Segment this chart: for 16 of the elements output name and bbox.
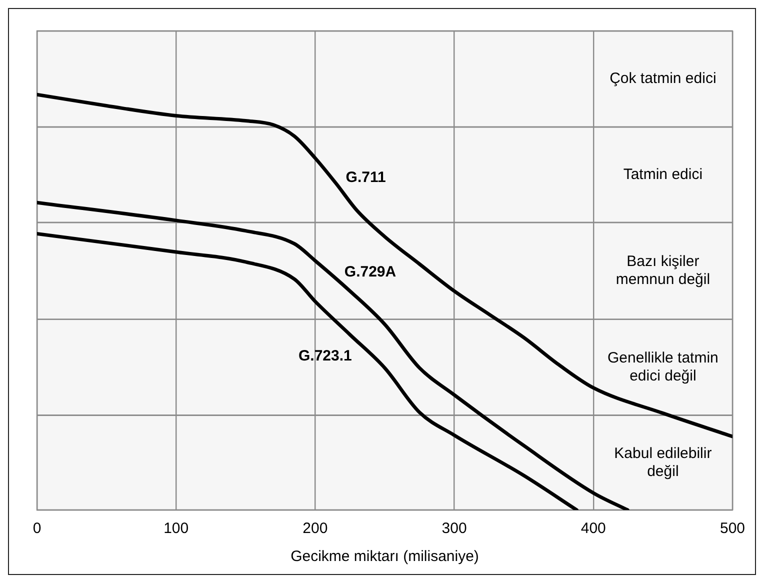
x-axis-title: Gecikme miktarı (milisaniye)	[290, 548, 479, 566]
series-label: G.729A	[344, 264, 396, 281]
band-label: Çok tatmin edici	[610, 70, 716, 88]
x-tick-label: 400	[580, 520, 606, 538]
band-label: Genellikle tatmin edici değil	[607, 349, 718, 384]
x-tick-label: 300	[442, 520, 467, 538]
band-label: Tatmin edici	[623, 166, 703, 183]
series-label: G.723.1	[298, 347, 352, 364]
band-label: Bazı kişiler memnun değil	[616, 253, 710, 288]
x-tick-label: 200	[302, 520, 328, 538]
figure-frame: Gecikme miktarı (milisaniye) 0 100 200 300 400 500 Çok tatmin edici Tatmin edici Bazı kişiler memnun değil Genellikle tatmin edici değil Kabul edilebilir değil G.711 G.729A G.723.1	[8, 8, 756, 575]
x-tick-label: 100	[164, 520, 189, 538]
band-label: Kabul edilebilir değil	[614, 444, 712, 480]
x-tick-label: 500	[720, 520, 745, 538]
series-label: G.711	[346, 168, 386, 186]
x-tick-label: 0	[32, 520, 42, 538]
